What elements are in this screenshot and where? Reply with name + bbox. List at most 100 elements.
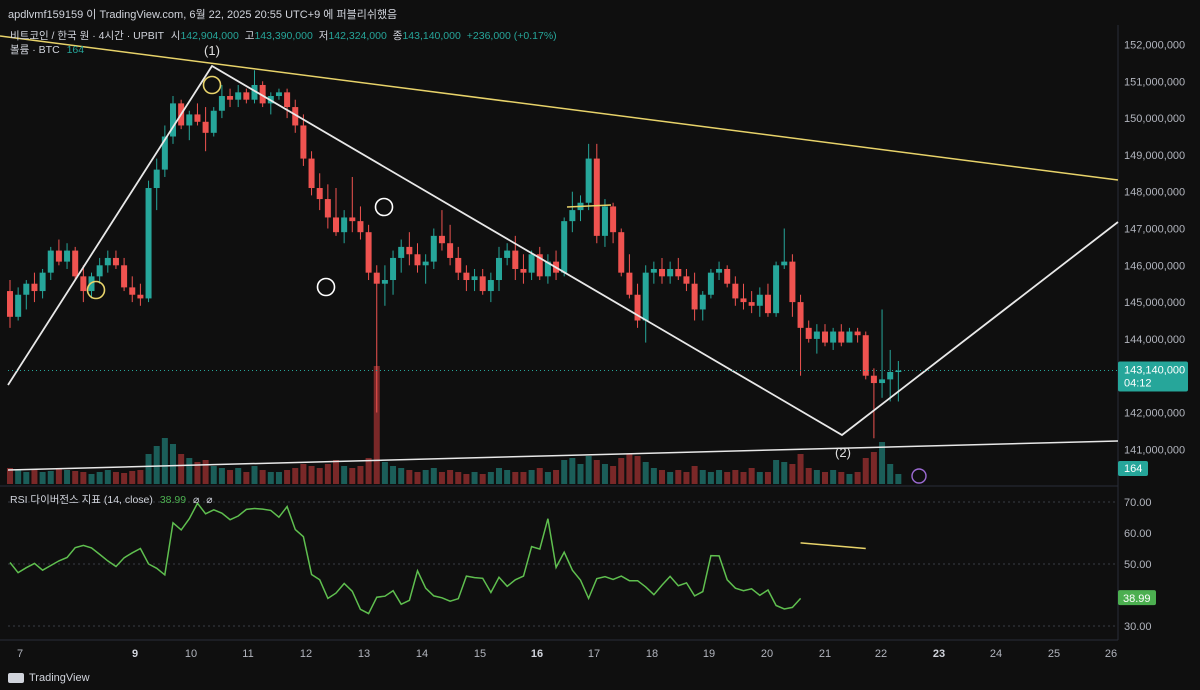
volume-bar [504,470,511,484]
candle-body [210,110,217,133]
volume-bar [626,454,633,484]
candle-body [137,294,144,299]
volume-bar [430,468,437,484]
close-label: 종 [392,30,403,42]
candle-body [398,246,405,258]
rsi-sym-1: ⌀ [193,494,200,506]
time-tick-label: 13 [358,648,370,660]
last-price-badge [1118,361,1188,392]
candle-body [683,276,690,284]
price-tick-label: 147,000,000 [1124,224,1185,236]
marker-circle [374,197,394,217]
candle-body [789,261,796,303]
candle-body [23,283,30,295]
volume-bar [72,471,79,484]
snapshot-caption: apdlvmf159159 이 TradingView.com, 6월 22, … [8,9,398,21]
candle-body [349,217,356,222]
volume-bar [585,456,592,484]
divergence-price-line [566,204,612,208]
volume-label[interactable]: 볼륨 · BTC [10,44,60,56]
volume-bar [186,458,193,484]
high-label: 고 [244,30,255,42]
price-tick-label: 150,000,000 [1124,113,1185,125]
lightning-icon [911,468,927,484]
volume-bar [895,474,902,484]
price-tick-label: 141,000,000 [1124,444,1185,456]
time-tick-label: 7 [17,648,23,660]
volume-bar [822,472,828,484]
candle-body [64,250,71,262]
candle-body [536,254,543,277]
candle-body [528,254,535,273]
volume-bar [667,472,674,484]
volume-bar [47,471,54,484]
candle-body [642,272,649,321]
volume-bar [764,472,771,484]
price-tick-label: 145,000,000 [1124,297,1185,309]
symbol-label[interactable]: 비트코인 / 한국 원 · 4시간 · UPBIT [10,30,164,42]
volume-bar [284,470,291,484]
volume-bar [316,468,323,484]
candle-body [80,276,87,292]
candle-body [610,206,617,233]
candle-body [357,221,364,233]
volume-bar [773,460,780,484]
volume-bar [610,466,617,484]
candle-body [732,283,739,299]
candle-body [797,302,804,328]
volume-bar [601,464,608,484]
candle-body [862,335,869,376]
candle-body [813,331,820,339]
time-tick-label: 17 [588,648,600,660]
candle-body [422,261,429,266]
volume-bar [243,472,250,484]
close-value: 143,140,000 [402,30,461,42]
marker-circle [86,280,106,300]
candle-body [341,217,348,233]
candle-body [764,294,771,314]
time-tick-label: 11 [242,648,253,660]
volume-bar [308,466,315,484]
volume-bar [227,470,234,484]
volume-bar [23,472,30,484]
volume-bar [716,470,723,484]
candle-body [773,265,780,314]
volume-bar [398,468,405,484]
volume-bar [80,472,87,484]
last-price-label: 143,140,000 [1124,365,1185,377]
candle-body [55,250,62,262]
volume-bar [675,470,682,484]
candle-body [691,283,698,310]
time-tick-label: 25 [1048,648,1060,660]
volume-bar [846,474,853,484]
volume-bar [659,470,665,484]
rsi-badge-label: 38.99 [1123,593,1151,605]
volume-badge-label: 164 [1124,463,1142,475]
time-tick-label: 24 [990,648,1002,660]
candle-body [7,291,13,317]
price-tick-label: 144,000,000 [1124,334,1185,346]
volume-bar [275,472,282,484]
candle-body [186,114,193,126]
candle-body [463,272,470,281]
volume-bar [862,458,869,484]
candle-body [879,379,886,384]
candle-body [740,298,747,303]
rsi-label[interactable]: RSI 다이버전스 지표 (14, close) [10,494,153,506]
volume-bar [691,466,698,484]
candle-body [316,188,323,200]
candle-body [251,84,258,100]
candle-body [284,92,291,108]
volume-bar [55,469,62,484]
volume-bar [341,466,348,484]
volume-bar [357,466,364,484]
candle-body [895,370,902,373]
candle-body [585,158,592,203]
time-tick-label: 21 [819,648,831,660]
volume-bar [390,466,397,484]
volume-bar [112,472,119,484]
volume-bar [39,472,46,484]
volume-bar [324,464,331,484]
volume-bar [830,470,837,484]
